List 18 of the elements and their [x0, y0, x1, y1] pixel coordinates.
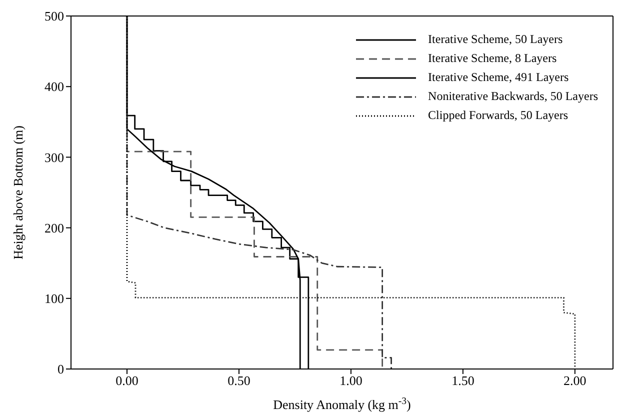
- x-tick-label: 1.00: [340, 373, 362, 388]
- legend-label: Noniterative Backwards, 50 Layers: [428, 89, 598, 104]
- y-tick-label: 200: [44, 220, 64, 236]
- legend-label: Iterative Scheme, 8 Layers: [428, 51, 557, 66]
- y-tick-label: 400: [44, 79, 64, 94]
- x-axis-title: Density Anomaly (kg m$^{-3}$): [273, 396, 411, 412]
- y-tick-label: 300: [44, 150, 64, 165]
- legend-label: Clipped Forwards, 50 Layers: [428, 108, 568, 123]
- y-axis-title: Height above Bottom (m): [10, 126, 26, 260]
- legend-label: Iterative Scheme, 491 Layers: [428, 70, 569, 85]
- x-tick-label: 0.00: [116, 373, 138, 388]
- x-tick-label: 1.50: [452, 373, 474, 388]
- y-tick-label: 500: [44, 8, 64, 24]
- x-tick-label: 0.50: [228, 373, 250, 388]
- y-tick-label: 0: [58, 362, 64, 377]
- y-tick-label: 100: [44, 291, 64, 306]
- x-tick-label: 2.00: [564, 373, 586, 388]
- legend-label: Iterative Scheme, 50 Layers: [428, 32, 563, 47]
